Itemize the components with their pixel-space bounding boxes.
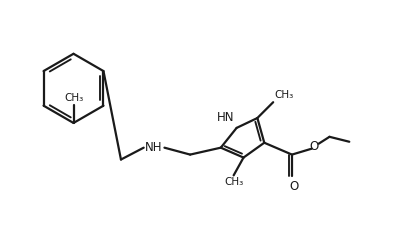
Text: CH₃: CH₃ [224,177,243,187]
Text: CH₃: CH₃ [64,93,83,103]
Text: O: O [289,180,298,193]
Text: NH: NH [145,141,162,154]
Text: CH₃: CH₃ [273,90,293,100]
Text: HN: HN [217,111,234,124]
Text: O: O [308,140,318,153]
